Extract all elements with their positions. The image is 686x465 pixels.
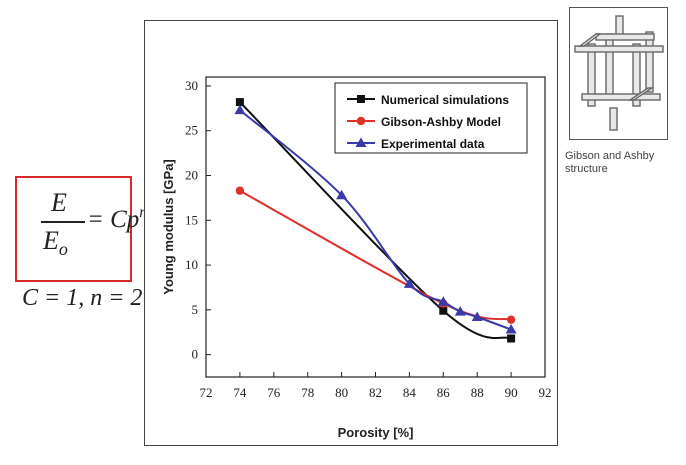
series-experimental (234, 104, 517, 334)
x-tick-label: 74 (233, 385, 247, 400)
legend-label-gibson: Gibson-Ashby Model (381, 115, 501, 129)
x-tick-label: 80 (335, 385, 348, 400)
data-point-experimental (234, 104, 246, 115)
x-tick-label: 82 (369, 385, 382, 400)
series-line-numerical (239, 101, 512, 340)
cubic-lattice-icon (574, 15, 664, 131)
data-point-gibson (235, 186, 245, 195)
x-tick-label: 90 (505, 385, 518, 400)
formula-denominator-sub: o (58, 239, 68, 259)
data-point-experimental (437, 296, 449, 306)
formula-numerator: E (51, 188, 67, 217)
data-point-numerical (507, 334, 516, 343)
y-tick-label: 0 (192, 347, 199, 362)
y-tick-label: 5 (192, 302, 199, 317)
x-axis-label: Porosity [%] (338, 425, 414, 440)
legend-box (334, 82, 528, 154)
x-tick-label: 72 (200, 385, 213, 400)
data-point-experimental (336, 189, 348, 200)
x-tick-label: 76 (267, 385, 281, 400)
formula-rhs: = Cpn (87, 204, 147, 234)
structure-caption: Gibson and Ashby structure (565, 150, 655, 175)
legend-label-experimental: Experimental data (381, 137, 485, 151)
data-point-experimental (454, 306, 466, 316)
legend-label-numerical: Numerical simulations (381, 93, 509, 107)
series-numerical (235, 98, 516, 343)
x-tick-label: 92 (539, 385, 552, 400)
formula-rhs-base: = Cp (87, 206, 140, 233)
legend-marker-numerical (357, 95, 365, 103)
data-point-experimental (471, 311, 483, 321)
x-tick-label: 86 (437, 385, 451, 400)
y-tick-label: 25 (185, 123, 198, 138)
x-tick-label: 84 (403, 385, 417, 400)
data-point-numerical (235, 98, 244, 107)
legend-marker-gibson (356, 116, 366, 126)
data-point-experimental (505, 324, 517, 334)
data-point-experimental (403, 278, 415, 288)
chart-panel: 72 74 76 78 80 82 84 86 88 90 92 0 5 10 15 20 25 30 Porosi… (144, 20, 558, 446)
series-line-gibson (239, 189, 512, 321)
data-point-numerical (439, 306, 448, 315)
legend-marker-experimental (355, 137, 367, 147)
fraction-bar (41, 221, 85, 223)
y-axis-label: Young modulus [GPa] (161, 159, 176, 295)
y-tick-label: 30 (185, 78, 198, 93)
formula-denominator-base: E (43, 226, 59, 255)
formula-rhs-exponent: n (139, 204, 147, 221)
formula-denominator: Eo (43, 226, 68, 260)
series-gibson (235, 186, 516, 324)
formula-parameters: C = 1, n = 2 (22, 285, 143, 311)
legend: Numerical simulations Gibson-Ashby Model E… (334, 82, 528, 154)
structure-image (569, 7, 668, 140)
y-tick-label: 15 (185, 212, 198, 227)
x-tick-label: 88 (471, 385, 484, 400)
formula-box: E Eo = Cpn (15, 176, 147, 282)
x-tick-label: 78 (301, 385, 314, 400)
y-tick-label: 20 (185, 168, 198, 183)
y-tick-label: 10 (185, 257, 198, 272)
data-point-gibson (506, 315, 516, 324)
chart-svg: 72 74 76 78 80 82 84 86 88 90 92 0 5 10 15 20 25 30 Porosi… (161, 76, 552, 440)
